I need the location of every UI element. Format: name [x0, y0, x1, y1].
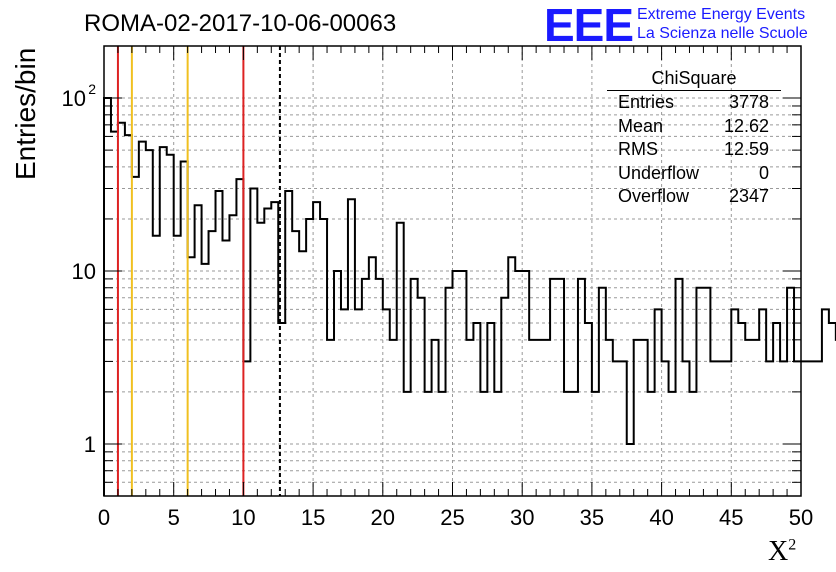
axes-frame — [103, 45, 802, 497]
stats-value: 2347 — [728, 186, 769, 206]
logo-line-2: La Scienza nelle Scuole — [637, 25, 808, 42]
histogram-bars — [103, 97, 836, 496]
y-axis-label: Entries/bin — [10, 47, 41, 180]
x-tick-label: 0 — [98, 505, 110, 530]
stats-row-rms: RMS 12.59 — [611, 138, 777, 162]
stats-label: Entries — [618, 92, 675, 112]
eee-logo: EEE — [544, 0, 634, 51]
stats-label: Overflow — [618, 186, 690, 206]
x-axis-label-superscript: 2 — [788, 536, 797, 554]
x-axis-label: X2 — [768, 536, 796, 568]
x-tick-label: 50 — [789, 505, 813, 530]
x-tick-label: 30 — [510, 505, 534, 530]
stats-value: 0 — [758, 162, 769, 183]
x-tick-label: 40 — [649, 505, 673, 530]
stats-label: Mean — [618, 115, 664, 136]
y-tick-label: 10 — [72, 259, 96, 284]
stats-box: ChiSquare Entries 3778 Mean 12.62 RMS 12… — [607, 66, 781, 209]
reference-lines — [116, 46, 281, 496]
x-axis-label-base: X — [768, 536, 789, 567]
stats-row-mean: Mean 12.62 — [611, 115, 777, 139]
stats-row-overflow: Overflow 2347 — [611, 185, 777, 209]
stats-label: Underflow — [618, 162, 700, 183]
x-tick-labels: 0 5 10 15 20 25 30 35 40 45 50 — [98, 505, 813, 530]
stats-title: ChiSquare — [651, 68, 737, 88]
x-tick-label: 25 — [440, 505, 464, 530]
logo-line-1: Extreme Energy Events — [637, 6, 806, 23]
y-tick-label: 10 — [62, 86, 86, 111]
stats-row-entries: Entries 3778 — [611, 91, 777, 115]
x-tick-label: 15 — [301, 505, 325, 530]
stats-divider — [607, 90, 781, 91]
y-tick-exponent: 2 — [88, 81, 96, 97]
x-tick-label: 45 — [719, 505, 743, 530]
stats-row-underflow: Underflow 0 — [611, 162, 777, 186]
stats-label: RMS — [618, 139, 658, 159]
x-tick-label: 20 — [371, 505, 395, 530]
stats-value: 12.62 — [723, 115, 769, 136]
histogram-outline — [103, 97, 836, 496]
y-tick-label: 1 — [84, 432, 96, 457]
stats-value: 12.59 — [723, 139, 769, 159]
chart-title: ROMA-02-2017-10-06-00063 — [84, 10, 397, 37]
x-tick-label: 35 — [580, 505, 604, 530]
stats-value: 3778 — [728, 92, 769, 112]
x-tick-label: 10 — [231, 505, 255, 530]
x-tick-label: 5 — [168, 505, 180, 530]
